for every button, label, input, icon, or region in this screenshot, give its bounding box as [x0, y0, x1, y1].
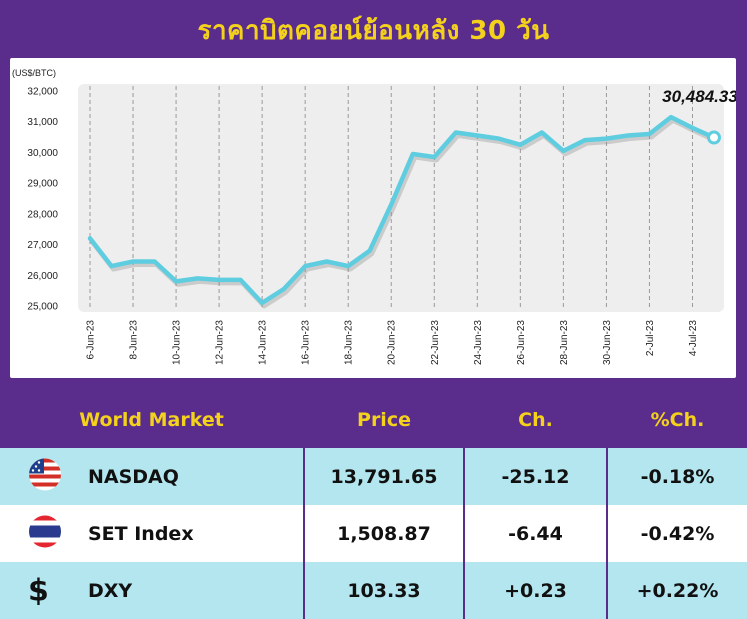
x-tick-label: 20-Jun-23: [387, 320, 398, 365]
y-tick-label: 27,000: [27, 240, 58, 251]
x-tick-label: 8-Jun-23: [129, 320, 140, 360]
header-world-market: World Market: [0, 392, 305, 448]
header-price: Price: [304, 392, 465, 448]
row-name-cell: $ DXY: [0, 562, 305, 619]
grid-lines: [89, 86, 693, 310]
y-tick-label: 28,000: [27, 209, 58, 220]
us-flag-icon: [28, 457, 62, 496]
header-bar: ราคาบิตคอยน์ย้อนหลัง 30 วัน: [0, 0, 747, 60]
market-price: 1,508.87: [304, 505, 465, 562]
plot-area: [78, 84, 724, 312]
x-tick-label: 30-Jun-23: [602, 320, 613, 365]
market-price: 13,791.65: [304, 448, 465, 505]
series-line: [87, 114, 717, 306]
y-tick-label: 29,000: [27, 179, 58, 190]
x-tick-label: 16-Jun-23: [301, 320, 312, 365]
market-change: +0.23: [464, 562, 608, 619]
series-layer: [87, 114, 721, 309]
x-tick-label: 28-Jun-23: [559, 320, 570, 365]
table-row: SET Index 1,508.87 -6.44 -0.42%: [0, 505, 747, 562]
y-axis: 25,000 26,000 27,000 28,000 29,000 30,000 31,0…: [27, 87, 58, 313]
y-tick-label: 30,000: [27, 148, 58, 159]
y-tick-label: 31,000: [27, 117, 58, 128]
y-tick-label: 32,000: [27, 87, 58, 98]
chart-title: ราคาบิตคอยน์ย้อนหลัง 30 วัน: [197, 15, 550, 46]
x-tick-label: 12-Jun-23: [215, 320, 226, 365]
market-percent-change: -0.18%: [607, 448, 747, 505]
world-market-table: World Market Price Ch. %Ch.: [0, 392, 747, 619]
market-percent-change: +0.22%: [607, 562, 747, 619]
row-name-cell: NASDAQ: [0, 448, 305, 505]
x-tick-label: 22-Jun-23: [430, 320, 441, 365]
x-axis: 6-Jun-23 8-Jun-23 10-Jun-23 12-Jun-23 14-Jun…: [86, 320, 699, 365]
row-name-cell: SET Index: [0, 505, 305, 562]
market-price: 103.33: [304, 562, 465, 619]
last-value-label: 30,484.33: [662, 87, 736, 106]
header-percent-change: %Ch.: [607, 392, 747, 448]
table-row: NASDAQ 13,791.65 -25.12 -0.18%: [0, 448, 747, 505]
y-tick-label: 26,000: [27, 271, 58, 282]
x-tick-label: 6-Jun-23: [86, 320, 97, 360]
market-change: -25.12: [464, 448, 608, 505]
market-name: SET Index: [88, 522, 194, 545]
dollar-icon: $: [28, 573, 49, 608]
y-tick-label: 25,000: [27, 302, 58, 313]
market-percent-change: -0.42%: [607, 505, 747, 562]
series-line-shadow: [90, 117, 718, 309]
x-tick-label: 24-Jun-23: [473, 320, 484, 365]
market-name: NASDAQ: [88, 465, 179, 488]
last-data-point: [707, 130, 721, 145]
table-row: $ DXY 103.33 +0.23 +0.22%: [0, 562, 747, 619]
x-tick-label: 4-Jul-23: [688, 320, 699, 357]
table-header-row: World Market Price Ch. %Ch.: [0, 392, 747, 448]
x-tick-label: 14-Jun-23: [258, 320, 269, 365]
x-tick-label: 2-Jul-23: [645, 320, 656, 357]
thai-flag-icon: [28, 514, 62, 553]
x-tick-label: 10-Jun-23: [172, 320, 183, 365]
price-chart: 25,000 26,000 27,000 28,000 29,000 30,000 31,0…: [12, 68, 736, 365]
unit-label: (US$/BTC): [12, 68, 56, 78]
header-change: Ch.: [464, 392, 608, 448]
x-tick-label: 18-Jun-23: [344, 320, 355, 365]
chart-panel: 25,000 26,000 27,000 28,000 29,000 30,000 31,0…: [10, 58, 736, 378]
market-name: DXY: [88, 579, 133, 602]
x-tick-label: 26-Jun-23: [516, 320, 527, 365]
market-change: -6.44: [464, 505, 608, 562]
